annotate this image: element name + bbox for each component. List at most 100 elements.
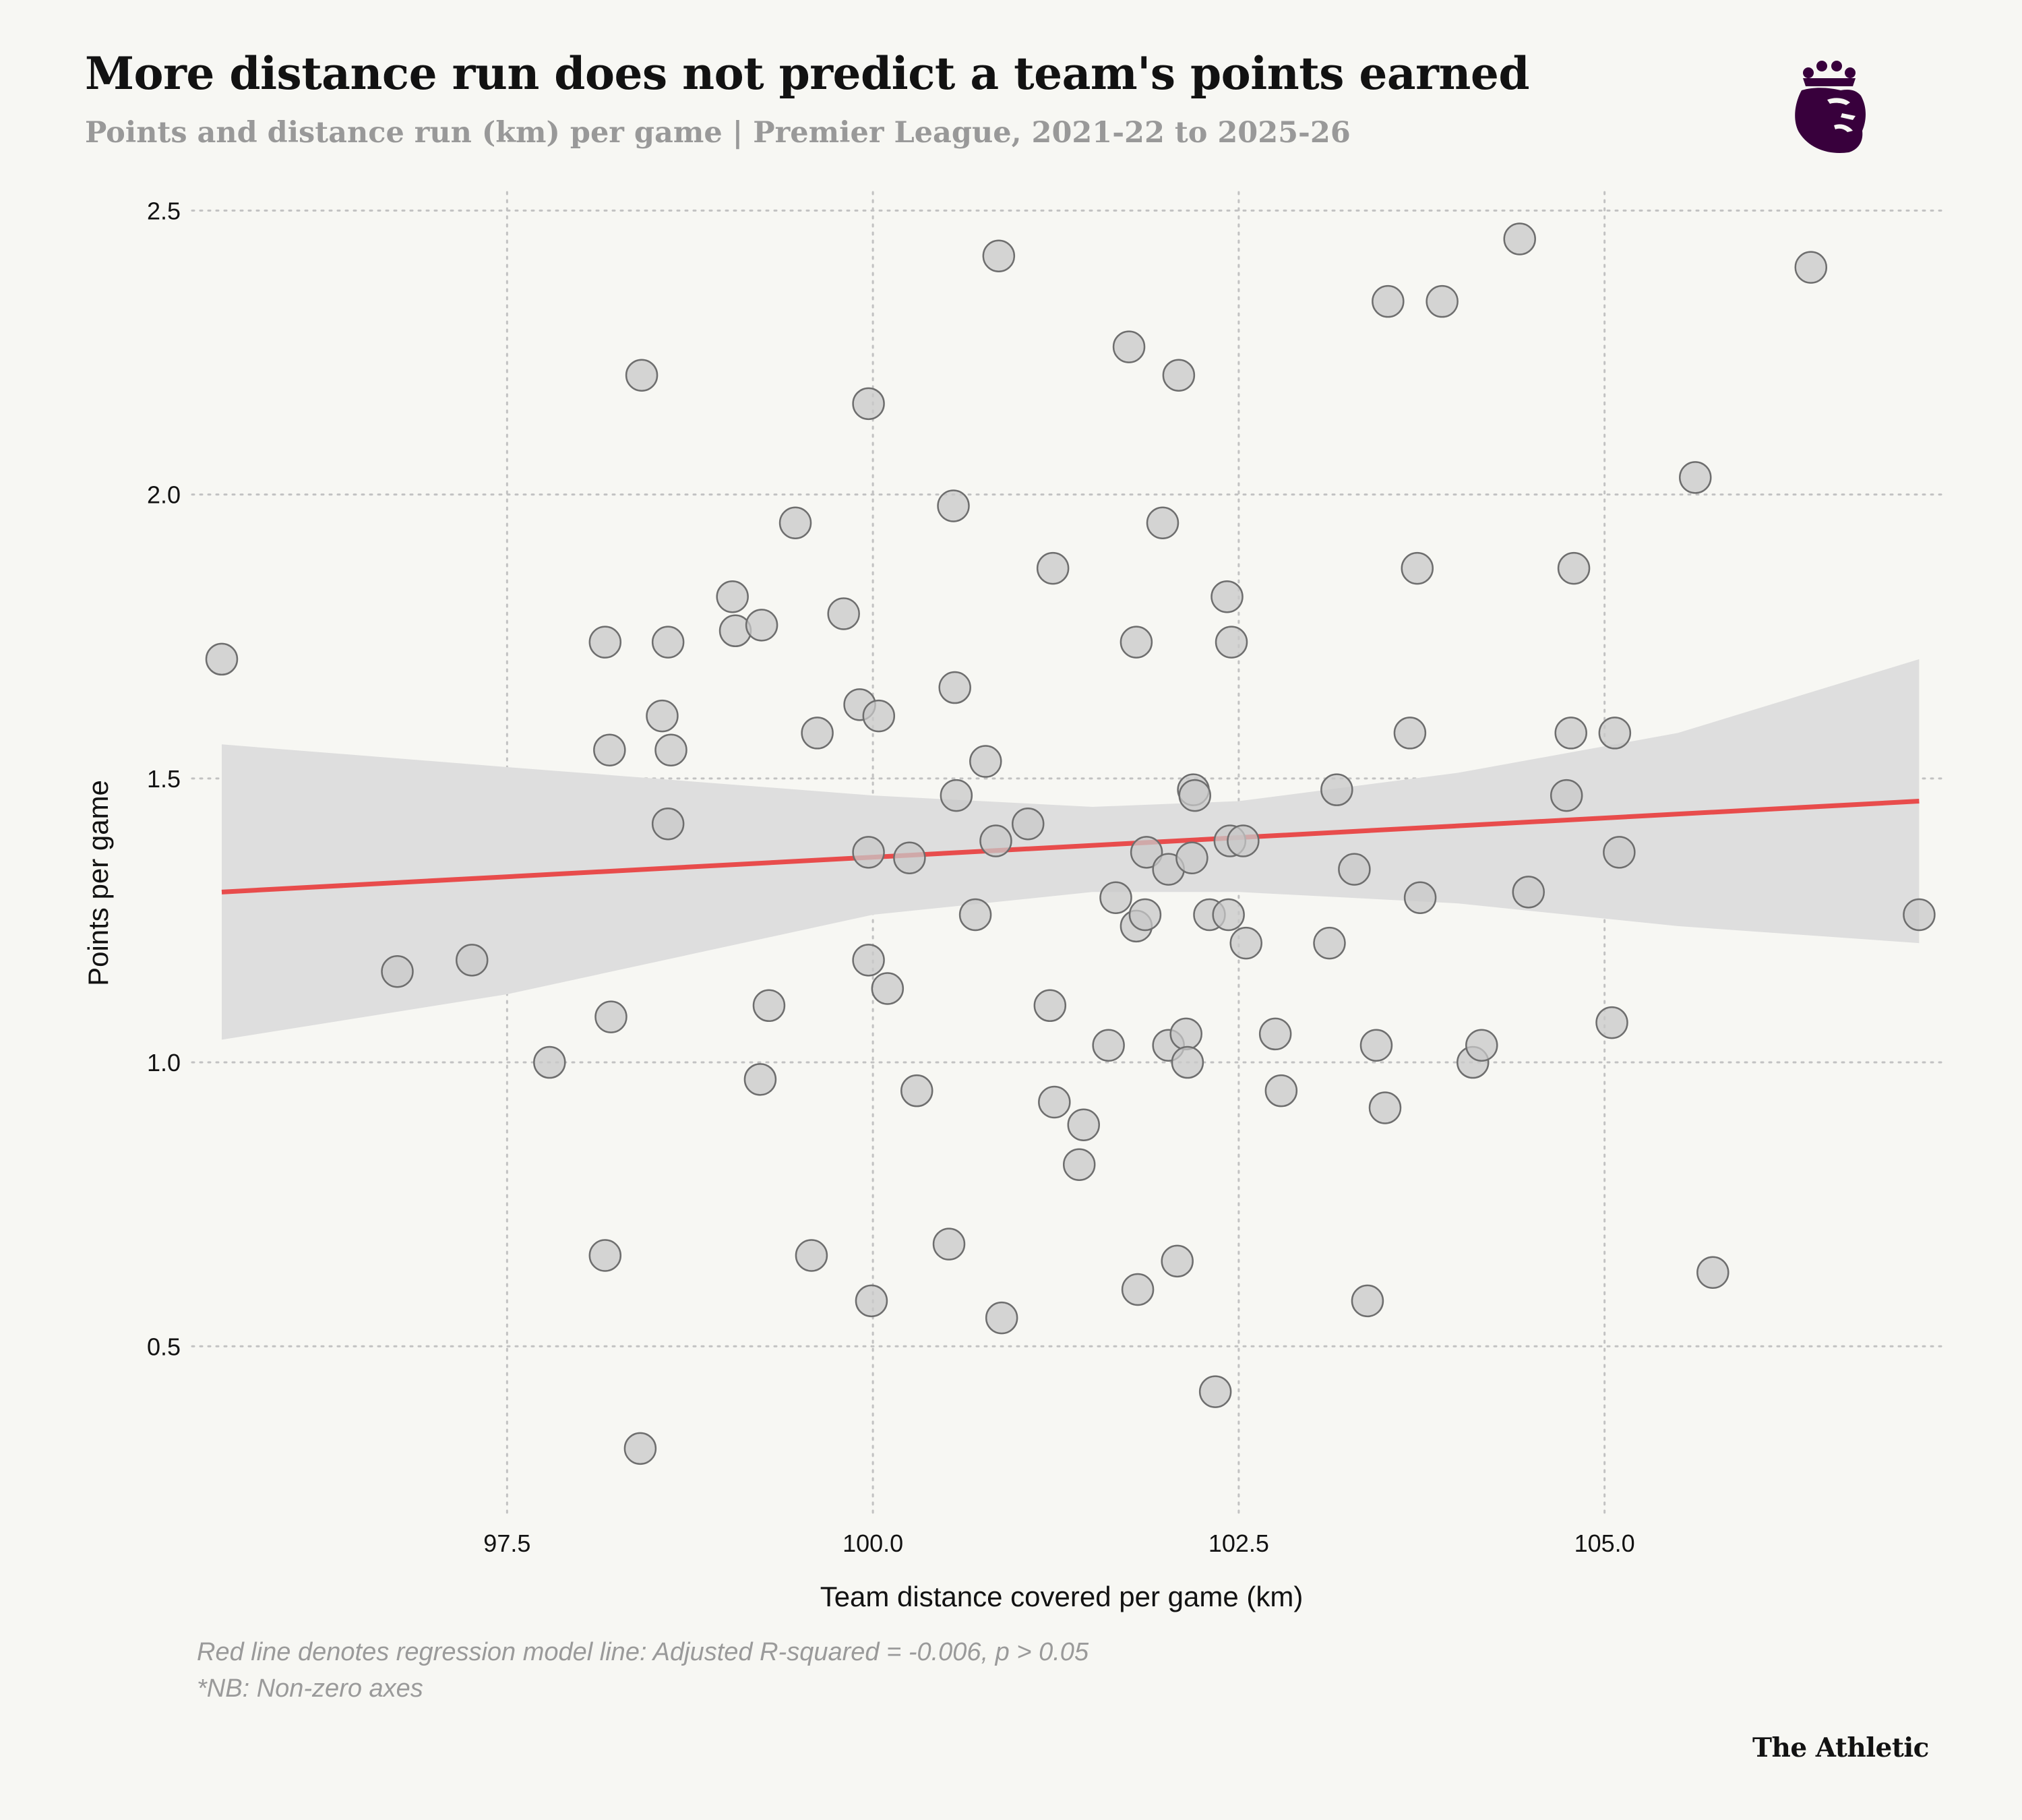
data-point xyxy=(651,626,685,659)
x-tick-label: 100.0 xyxy=(842,1529,903,1557)
data-point xyxy=(871,972,905,1005)
data-point xyxy=(1229,926,1262,960)
data-point xyxy=(1175,841,1208,875)
data-point xyxy=(752,989,786,1023)
data-point xyxy=(1794,251,1828,284)
data-point xyxy=(1128,898,1162,932)
y-tick-label: 0.5 xyxy=(147,1333,181,1360)
data-point xyxy=(1403,881,1437,914)
data-point xyxy=(827,597,860,630)
data-point xyxy=(1372,284,1405,318)
data-point xyxy=(381,955,414,988)
data-point xyxy=(1227,824,1260,857)
data-point xyxy=(1368,1091,1402,1124)
data-point xyxy=(594,1000,627,1033)
data-point xyxy=(1351,1284,1384,1318)
data-point xyxy=(1696,1256,1729,1290)
data-point xyxy=(1595,1006,1628,1039)
data-point xyxy=(1011,807,1045,841)
x-tick-label: 97.5 xyxy=(483,1529,530,1557)
scatter-chart: 97.5 100.0 102.5 105.0 0.5 1.0 1.5 2.0 2.5 Team… xyxy=(82,191,1942,1612)
data-point xyxy=(1320,773,1353,806)
data-point xyxy=(1903,898,1936,932)
data-point xyxy=(985,1301,1018,1335)
data-point xyxy=(1130,836,1163,869)
data-point xyxy=(1393,717,1427,750)
y-tick-label: 2.5 xyxy=(147,197,181,224)
data-point xyxy=(716,580,749,613)
data-point xyxy=(969,745,1002,778)
data-point xyxy=(1359,1029,1393,1062)
data-points xyxy=(205,222,1936,1465)
data-point xyxy=(743,1063,777,1096)
data-point xyxy=(745,609,778,642)
data-point xyxy=(1557,551,1591,585)
data-point xyxy=(455,944,489,977)
data-point xyxy=(654,733,687,766)
data-point xyxy=(1603,836,1636,869)
x-tick-label: 102.5 xyxy=(1208,1529,1269,1557)
data-point xyxy=(1092,1029,1125,1062)
data-point xyxy=(205,642,239,676)
data-point xyxy=(862,699,896,733)
data-point xyxy=(982,239,1016,273)
data-point xyxy=(932,1227,966,1261)
data-point xyxy=(623,1432,657,1465)
data-point xyxy=(1038,1085,1071,1119)
data-point xyxy=(979,824,1012,857)
data-point xyxy=(1512,876,1545,909)
data-point xyxy=(1401,551,1434,585)
data-point xyxy=(958,898,992,932)
chart-title: More distance run does not predict a tea… xyxy=(85,47,1530,100)
data-point xyxy=(1211,580,1244,613)
data-point xyxy=(893,841,926,875)
data-point xyxy=(1598,717,1632,750)
data-point xyxy=(900,1074,933,1108)
data-point xyxy=(1161,1244,1194,1278)
data-point xyxy=(1264,1074,1298,1108)
data-point xyxy=(938,671,971,704)
data-point xyxy=(588,1239,622,1272)
data-point xyxy=(1146,506,1180,539)
data-point xyxy=(852,836,885,869)
data-point xyxy=(1178,779,1212,812)
data-point xyxy=(1679,461,1712,494)
x-tick-label: 105.0 xyxy=(1574,1529,1635,1557)
data-point xyxy=(937,489,970,522)
x-axis-title: Team distance covered per game (km) xyxy=(820,1581,1304,1612)
data-point xyxy=(852,387,885,421)
footnote-regression: Red line denotes regression model line: … xyxy=(197,1638,1089,1666)
data-point xyxy=(1120,626,1153,659)
data-point xyxy=(1121,1273,1155,1306)
data-point xyxy=(1465,1029,1498,1062)
data-point xyxy=(1503,222,1536,255)
data-point xyxy=(1426,284,1459,318)
data-point xyxy=(852,944,885,977)
chart-subtitle: Points and distance run (km) per game | … xyxy=(85,116,1351,150)
data-point xyxy=(588,626,622,659)
y-tick-label: 2.0 xyxy=(147,481,181,509)
data-point xyxy=(651,807,685,841)
data-point xyxy=(1198,1375,1232,1408)
data-point xyxy=(1554,717,1587,750)
data-point xyxy=(1171,1045,1204,1079)
data-point xyxy=(1212,898,1245,932)
data-point xyxy=(1112,330,1146,363)
data-point xyxy=(778,506,812,539)
footnote-axes: *NB: Non-zero axes xyxy=(197,1674,423,1703)
data-point xyxy=(1033,989,1067,1023)
y-axis-ticks: 0.5 1.0 1.5 2.0 2.5 xyxy=(147,197,181,1360)
y-tick-label: 1.5 xyxy=(147,765,181,793)
data-point xyxy=(1062,1148,1096,1181)
data-point xyxy=(1550,779,1583,812)
data-point xyxy=(1313,926,1346,960)
data-point xyxy=(940,779,973,812)
data-point xyxy=(1258,1017,1292,1051)
data-point xyxy=(1067,1108,1101,1141)
data-point xyxy=(1099,881,1132,914)
premier-league-lion-icon xyxy=(1795,61,1866,153)
data-point xyxy=(625,359,658,392)
the-athletic-logo: The Athletic xyxy=(1752,1732,1929,1763)
confidence-band xyxy=(222,659,1920,1040)
data-point xyxy=(593,733,626,766)
